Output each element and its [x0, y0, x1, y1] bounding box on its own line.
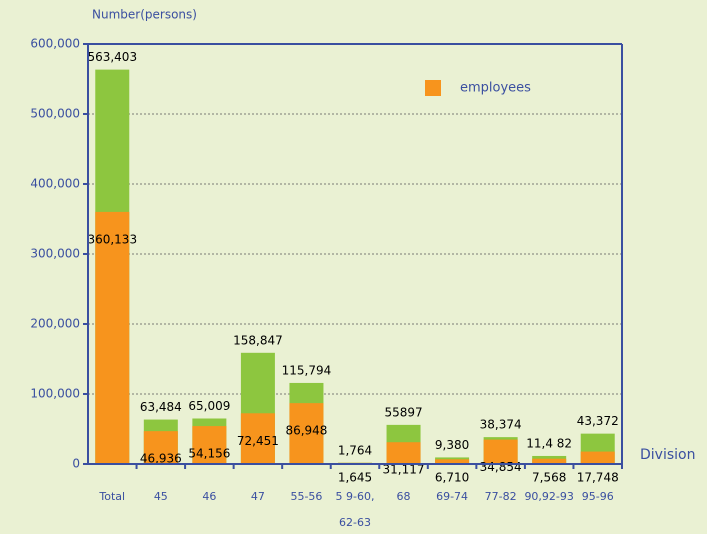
bar — [143, 431, 178, 464]
legend-label: employees — [460, 81, 531, 96]
data-label: 6,710 — [435, 471, 469, 485]
x-tick-label: 45 — [153, 490, 168, 503]
bar — [580, 451, 615, 464]
data-label: 63,484 — [140, 400, 182, 414]
data-label: 7,568 — [532, 471, 566, 485]
data-label: 38,374 — [480, 418, 522, 432]
y-tick-label: 200,000 — [30, 317, 80, 331]
y-axis-label: Number(persons) — [92, 8, 197, 22]
data-label: 1,645 — [338, 471, 372, 485]
bar — [386, 442, 421, 464]
data-label: 11,4 82 — [526, 436, 572, 450]
x-tick-label: 46 — [202, 490, 217, 503]
x-tick-label: 5 9-60, 62-63 — [335, 490, 375, 529]
data-label: 72,451 — [237, 434, 279, 448]
y-tick-label: 300,000 — [30, 247, 80, 261]
x-tick-label: 77-82 — [484, 490, 517, 503]
data-label: 9,380 — [435, 438, 469, 452]
x-tick-label: 95-96 — [581, 490, 614, 503]
bar — [532, 458, 567, 464]
data-label: 17,748 — [577, 471, 619, 485]
y-tick-label: 500,000 — [30, 107, 80, 121]
y-tick-label: 600,000 — [30, 37, 80, 51]
x-tick-label: 68 — [396, 490, 411, 503]
data-label: 31,117 — [383, 463, 425, 477]
data-label: 158,847 — [233, 333, 283, 347]
x-tick-label: Total — [99, 490, 126, 503]
data-label: 360,133 — [87, 232, 137, 246]
data-label: 563,403 — [87, 50, 137, 64]
data-label: 1,764 — [338, 443, 372, 457]
x-axis-label: Division — [640, 447, 695, 463]
data-label: 46,936 — [140, 452, 182, 466]
data-label: 86,948 — [285, 424, 327, 438]
y-tick-label: 400,000 — [30, 177, 80, 191]
bar — [240, 413, 275, 464]
bar — [435, 459, 470, 464]
bar — [289, 403, 324, 464]
x-tick-label: 90,92-93 — [524, 490, 574, 503]
bar — [483, 439, 518, 464]
data-label: 115,794 — [282, 363, 332, 377]
data-label: 55897 — [384, 405, 422, 419]
data-label: 34,854 — [480, 460, 522, 474]
x-tick-label: 55-56 — [290, 490, 323, 503]
x-tick-label: 47 — [250, 490, 265, 503]
legend-swatch — [425, 80, 441, 96]
data-label: 65,009 — [188, 399, 230, 413]
x-tick-label: 69-74 — [436, 490, 469, 503]
data-label: 54,156 — [188, 447, 230, 461]
y-tick-label: 100,000 — [30, 387, 80, 401]
bar — [192, 426, 227, 464]
data-label: 43,372 — [577, 414, 619, 428]
y-tick-label: 0 — [72, 457, 80, 471]
bar — [95, 211, 130, 464]
